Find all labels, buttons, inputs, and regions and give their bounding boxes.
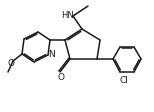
Text: N: N — [48, 50, 54, 59]
Text: HN: HN — [61, 11, 73, 20]
Text: O: O — [8, 58, 14, 67]
Text: Cl: Cl — [120, 76, 128, 85]
Text: O: O — [57, 73, 65, 82]
